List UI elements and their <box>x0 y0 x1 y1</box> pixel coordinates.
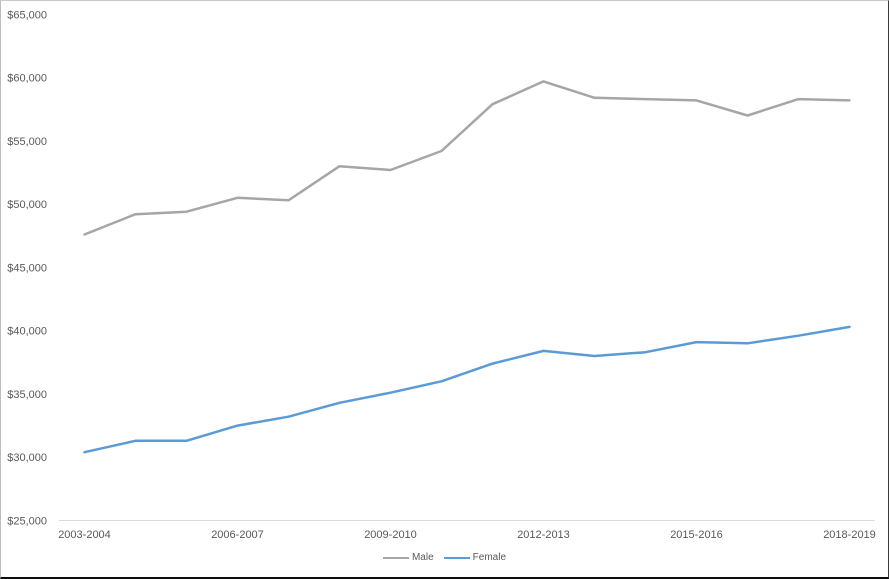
x-axis-tick-label: 2015-2016 <box>670 529 723 541</box>
y-axis-tick-label: $35,000 <box>7 389 47 401</box>
y-axis-tick-label: $40,000 <box>7 326 47 338</box>
x-axis-tick-label: 2018-2019 <box>823 529 876 541</box>
chart-legend: Male Female <box>1 552 888 563</box>
x-axis-tick-label: 2003-2004 <box>58 529 111 541</box>
legend-item-male: Male <box>382 552 434 563</box>
y-axis-tick-label: $25,000 <box>7 516 47 528</box>
y-axis-tick-label: $30,000 <box>7 452 47 464</box>
x-axis-tick-label: 2012-2013 <box>517 529 570 541</box>
x-axis-tick-label: 2006-2007 <box>211 529 264 541</box>
legend-line-male-icon <box>382 556 409 559</box>
legend-label-female: Female <box>472 552 507 563</box>
legend-item-female: Female <box>443 552 507 563</box>
legend-line-female-icon <box>443 556 470 559</box>
y-axis-tick-label: $65,000 <box>7 9 47 21</box>
y-axis-tick-label: $45,000 <box>7 262 47 274</box>
x-axis-tick-label: 2009-2010 <box>364 529 417 541</box>
y-axis-tick-label: $50,000 <box>7 199 47 211</box>
series-line-male <box>83 80 851 236</box>
y-axis-tick-label: $55,000 <box>7 136 47 148</box>
series-line-female <box>83 325 851 454</box>
y-axis-tick-label: $60,000 <box>7 73 47 85</box>
legend-label-male: Male <box>411 552 434 563</box>
